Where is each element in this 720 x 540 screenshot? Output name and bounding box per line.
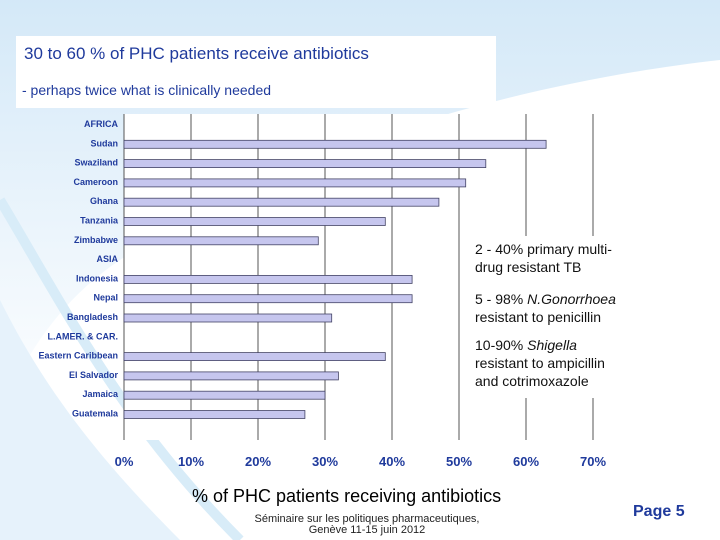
y-tick-label: Jamaica (82, 389, 119, 399)
bar (123, 217, 386, 226)
bar (123, 352, 386, 362)
annotation-line: 5 - 98% (475, 291, 528, 307)
bar (123, 313, 333, 323)
footer-text: Séminaire sur les politiques pharmaceuti… (232, 514, 502, 536)
x-tick-label: 10% (178, 454, 204, 469)
bar (123, 410, 306, 419)
x-tick-label: 50% (446, 454, 472, 469)
y-tick-label: Sudan (90, 138, 118, 148)
annotation-line: resistant to penicillin (475, 309, 602, 325)
x-tick-label: 20% (245, 454, 271, 469)
y-tick-label: El Salvador (69, 370, 119, 380)
annotation-box: 2 - 40% primary multi- drug resistant TB… (470, 236, 660, 398)
bar (123, 139, 547, 149)
annotation-line: 2 - 40% primary multi- (475, 241, 612, 257)
x-tick-label: 0% (115, 454, 134, 469)
bar (123, 390, 326, 400)
page-number: Page 5 (633, 503, 685, 520)
annotation-gonorrhoea: 5 - 98% N.Gonorrhoea resistant to penici… (475, 290, 616, 326)
y-tick-label: L.AMER. & CAR. (48, 331, 119, 341)
annotation-shigella: 10-90% Shigella resistant to ampicillin … (475, 336, 605, 390)
y-tick-label: AFRICA (84, 119, 118, 129)
bar (123, 159, 487, 168)
y-tick-label: Eastern Caribbean (38, 351, 118, 361)
y-tick-label: Zimbabwe (74, 235, 118, 245)
y-tick-label: Tanzania (80, 216, 119, 226)
annotation-line: 10-90% (475, 337, 528, 353)
y-tick-label: Swaziland (74, 158, 118, 168)
slide-subtitle: - perhaps twice what is clinically neede… (22, 82, 272, 98)
footer-line: Genève 11-15 juin 2012 (308, 524, 426, 536)
x-axis-label: % of PHC patients receiving antibiotics (192, 486, 502, 506)
x-tick-label: 70% (580, 454, 606, 469)
title-box: 30 to 60 % of PHC patients receive antib… (16, 36, 496, 108)
x-tick-label: 60% (513, 454, 539, 469)
annotation-line: and cotrimoxazole (475, 373, 589, 389)
annotation-line: drug resistant TB (475, 259, 582, 275)
bar (123, 274, 413, 284)
annotation-line: resistant to ampicillin (475, 355, 605, 371)
y-tick-label: Guatemala (72, 409, 119, 419)
footer-line: Séminaire sur les politiques pharmaceuti… (254, 513, 480, 525)
bar (123, 236, 319, 246)
bar (123, 178, 467, 188)
y-tick-label: ASIA (96, 254, 118, 264)
bar (123, 371, 339, 381)
bar (123, 294, 413, 304)
y-tick-label: Cameroon (73, 177, 118, 187)
y-tick-label: Ghana (90, 196, 119, 206)
y-tick-label: Nepal (93, 293, 118, 303)
x-tick-label: 40% (379, 454, 405, 469)
annotation-tb: 2 - 40% primary multi- drug resistant TB (475, 240, 612, 276)
y-tick-label: Indonesia (76, 273, 119, 283)
annotation-organism: Shigella (527, 337, 577, 353)
annotation-organism: N.Gonorrhoea (527, 291, 616, 307)
x-tick-label: 30% (312, 454, 338, 469)
y-tick-label: Bangladesh (67, 312, 118, 322)
slide-title: 30 to 60 % of PHC patients receive antib… (24, 44, 369, 63)
bar (123, 197, 440, 207)
